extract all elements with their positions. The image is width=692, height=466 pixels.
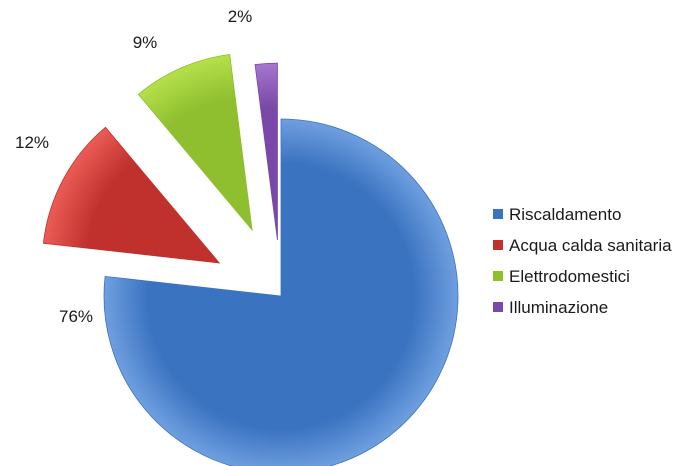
legend-swatch	[493, 209, 503, 219]
legend: Riscaldamento Acqua calda sanitaria Elettr…	[493, 205, 672, 317]
legend-label: Riscaldamento	[509, 205, 621, 224]
slice-riscaldamento	[103, 118, 459, 466]
legend-item-acqua-calda-sanitaria: Acqua calda sanitaria	[493, 236, 672, 255]
legend-item-elettrodomestici: Elettrodomestici	[493, 267, 630, 286]
legend-item-riscaldamento: Riscaldamento	[493, 205, 621, 224]
legend-label: Elettrodomestici	[509, 267, 630, 286]
legend-label: Acqua calda sanitaria	[509, 236, 672, 255]
pie-labels: 76% 12% 9% 2%	[15, 7, 252, 326]
legend-label: Illuminazione	[509, 298, 608, 317]
legend-item-illuminazione: Illuminazione	[493, 298, 608, 317]
data-label-acqua-calda-sanitaria: 12%	[15, 133, 49, 152]
slice-elettrodomestici	[137, 54, 253, 232]
data-label-riscaldamento: 76%	[59, 307, 93, 326]
slice-acqua-calda-sanitaria	[42, 126, 221, 264]
legend-swatch	[493, 240, 503, 250]
slice-illuminazione	[254, 62, 278, 241]
legend-swatch	[493, 302, 503, 312]
data-label-elettrodomestici: 9%	[133, 33, 158, 52]
pie-slices	[42, 54, 459, 466]
data-label-illuminazione: 2%	[228, 7, 253, 26]
legend-swatch	[493, 271, 503, 281]
